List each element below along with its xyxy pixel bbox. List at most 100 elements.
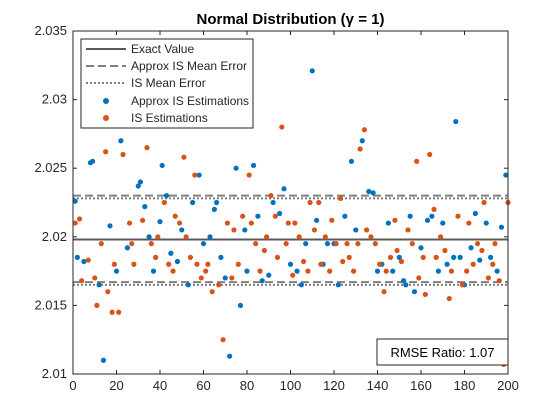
point-series-0-36 — [250, 162, 257, 169]
point-series-0-38 — [259, 278, 265, 284]
x-tick-label-0: 0 — [69, 378, 76, 393]
legend-label-approx-is-estimations: Approx IS Estimations — [131, 94, 249, 108]
point-series-1-24 — [172, 213, 178, 219]
point-series-1-65 — [329, 217, 335, 223]
point-series-0-83 — [494, 268, 500, 274]
point-series-0-41 — [277, 210, 283, 217]
point-series-1-72 — [355, 241, 361, 247]
point-series-1-48 — [268, 193, 274, 199]
y-tick-label-5: 2.035 — [34, 23, 67, 38]
x-tick-label-1: 20 — [109, 378, 123, 393]
legend-label-is-estimations: IS Estimations — [131, 111, 208, 125]
point-series-1-76 — [368, 234, 374, 240]
point-series-0-66 — [407, 213, 413, 219]
legend: Exact Value Approx IS Mean Error IS Mean… — [80, 38, 254, 129]
point-series-0-67 — [411, 289, 418, 295]
point-series-0-19 — [168, 250, 174, 256]
point-series-1-107 — [490, 261, 496, 267]
point-series-0-64 — [401, 278, 407, 284]
point-series-0-17 — [159, 162, 165, 169]
point-series-1-100 — [464, 268, 470, 274]
point-series-1-79 — [381, 289, 387, 295]
legend-label-is-mean-error: IS Mean Error — [131, 76, 206, 90]
x-tick-label-2: 40 — [153, 378, 167, 393]
y-tick-label-3: 2.025 — [34, 160, 67, 175]
point-series-0-65 — [403, 282, 409, 288]
point-series-1-61 — [316, 199, 322, 206]
point-series-1-16 — [140, 217, 146, 223]
point-series-1-58 — [305, 268, 311, 274]
point-series-0-82 — [488, 254, 494, 260]
point-series-1-14 — [129, 241, 135, 247]
x-tick-label-5: 100 — [280, 378, 302, 393]
point-series-1-34 — [209, 289, 215, 295]
point-series-0-70 — [429, 213, 435, 219]
point-series-0-39 — [266, 272, 272, 278]
point-series-1-35 — [216, 282, 222, 288]
legend-swatch-approx-is-estimations — [103, 98, 109, 104]
point-series-1-91 — [427, 151, 433, 158]
point-series-1-33 — [205, 261, 211, 267]
point-series-1-50 — [274, 254, 281, 260]
y-tick-label-4: 2.03 — [42, 92, 67, 107]
point-series-1-70 — [346, 254, 352, 260]
point-series-1-82 — [392, 217, 398, 223]
point-series-0-46 — [303, 241, 309, 247]
point-series-0-15 — [150, 268, 157, 274]
point-series-1-103 — [474, 241, 481, 247]
reference-lines — [73, 194, 508, 286]
point-series-0-35 — [244, 268, 250, 274]
point-series-1-30 — [194, 261, 200, 267]
point-series-1-21 — [161, 199, 167, 206]
point-series-1-19 — [153, 254, 159, 260]
point-series-0-10 — [124, 245, 130, 251]
x-tick-label-8: 160 — [410, 378, 432, 393]
point-series-0-56 — [359, 138, 365, 144]
point-series-1-66 — [333, 241, 339, 247]
point-series-0-72 — [440, 220, 446, 226]
point-series-0-1 — [74, 254, 80, 260]
legend-box — [80, 38, 254, 129]
point-series-0-69 — [424, 217, 431, 223]
point-series-0-23 — [190, 199, 196, 206]
point-series-1-0 — [72, 220, 78, 226]
y-tick-label-2: 2.02 — [42, 229, 67, 244]
point-series-0-7 — [107, 223, 113, 229]
legend-label-exact-value: Exact Value — [131, 42, 194, 56]
point-series-1-9 — [109, 309, 115, 315]
point-series-0-74 — [451, 254, 457, 260]
point-series-1-13 — [126, 220, 133, 226]
x-tick-label-6: 120 — [323, 378, 345, 393]
point-series-1-67 — [337, 195, 344, 201]
point-series-1-49 — [272, 213, 278, 219]
point-series-1-10 — [111, 261, 117, 267]
point-series-1-20 — [155, 234, 161, 240]
point-series-1-23 — [170, 268, 176, 274]
point-series-0-28 — [213, 199, 220, 206]
rmse-annotation: RMSE Ratio: 1.07 — [376, 338, 509, 366]
point-series-1-96 — [446, 295, 452, 302]
point-series-1-74 — [361, 127, 368, 133]
point-series-0-45 — [298, 282, 304, 288]
legend-swatch-is-estimations — [103, 115, 109, 121]
x-tick-label-7: 140 — [367, 378, 389, 393]
point-series-1-38 — [229, 275, 235, 281]
point-series-1-71 — [350, 268, 357, 274]
point-series-1-5 — [94, 302, 100, 308]
point-series-0-50 — [324, 241, 331, 247]
point-series-0-11 — [135, 183, 141, 189]
point-series-0-73 — [444, 261, 450, 267]
point-series-1-62 — [318, 261, 324, 267]
point-series-1-73 — [357, 146, 363, 152]
point-series-1-22 — [166, 261, 172, 267]
point-series-1-60 — [311, 227, 318, 233]
x-tick-label-4: 80 — [240, 378, 254, 393]
point-series-0-53 — [342, 213, 348, 219]
point-series-0-57 — [366, 188, 372, 195]
point-series-0-5 — [96, 282, 102, 288]
point-series-1-68 — [340, 258, 346, 265]
point-series-0-16 — [157, 219, 163, 225]
point-series-0-0 — [72, 198, 78, 204]
point-series-1-45 — [257, 268, 263, 274]
point-series-1-6 — [98, 241, 104, 247]
